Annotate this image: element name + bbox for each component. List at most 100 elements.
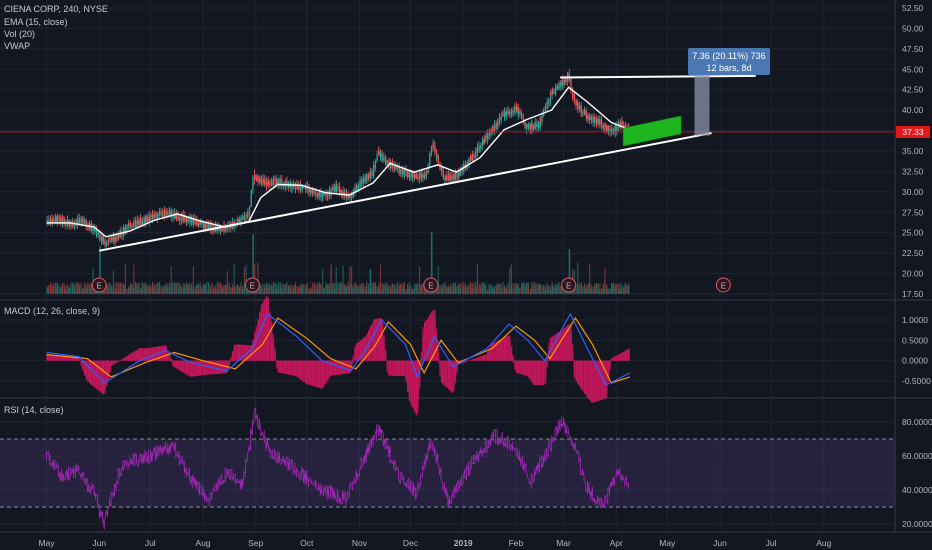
macd-hist-bar: [352, 355, 355, 361]
candle-body: [410, 171, 412, 178]
macd-hist-bar: [291, 360, 293, 376]
candle-body: [420, 173, 422, 178]
volume-bar: [381, 282, 383, 294]
candle-body: [565, 77, 567, 82]
volume-bar: [322, 269, 324, 294]
volume-bar: [271, 284, 273, 294]
candle-body: [451, 176, 453, 178]
candle-body: [580, 111, 582, 113]
earnings-marker: [91, 277, 107, 293]
macd-hist-bar: [143, 348, 145, 361]
candle-body: [92, 226, 94, 231]
candle-body: [167, 211, 169, 214]
macd-hist-bar: [294, 360, 297, 377]
candle-body: [497, 123, 499, 125]
candle-body: [311, 192, 314, 194]
candle-body: [548, 101, 550, 104]
volume-bar: [172, 286, 174, 294]
volume-bar: [483, 284, 485, 294]
candle-body: [590, 116, 593, 118]
candle-body: [126, 225, 128, 229]
candle-body: [412, 176, 414, 179]
volume-bar: [274, 289, 276, 294]
volume-bar: [361, 282, 363, 294]
candle-body: [425, 170, 428, 173]
volume-bar: [318, 284, 320, 294]
candle-body: [369, 171, 371, 174]
macd-hist-bar: [235, 344, 237, 361]
candle-body: [298, 184, 300, 190]
x-tick-label: Oct: [300, 538, 314, 548]
volume-bars: [46, 232, 630, 294]
volume-bar: [276, 283, 278, 294]
candle-body: [407, 171, 409, 177]
volume-bar: [277, 282, 280, 294]
volume-bar: [111, 285, 113, 294]
candle-body: [308, 187, 310, 193]
volume-bar: [111, 290, 113, 294]
candle-body: [364, 179, 366, 182]
macd-hist-bar: [442, 360, 445, 385]
candle-body: [175, 213, 178, 220]
volume-bar: [425, 288, 427, 294]
macd-hist-bar: [330, 360, 332, 376]
macd-hist-bar: [420, 351, 423, 361]
volume-bar: [587, 284, 589, 294]
candle-body: [82, 217, 84, 221]
candle-body: [614, 124, 616, 133]
macd-hist-bar: [250, 345, 252, 361]
volume-bar: [279, 282, 281, 294]
volume-bar: [553, 285, 555, 294]
candle-body: [546, 104, 548, 108]
volume-bar: [393, 289, 395, 294]
volume-bar: [204, 284, 206, 294]
candle-body: [517, 113, 519, 116]
candle-body: [490, 133, 492, 134]
volume-bar: [328, 284, 331, 294]
macd-hist-bar: [374, 319, 377, 361]
volume-bar: [301, 283, 303, 294]
candle-body: [68, 225, 70, 227]
candle-body: [323, 193, 326, 195]
volume-bar: [288, 286, 290, 294]
volume-bar: [580, 283, 582, 294]
candle-body: [534, 121, 536, 129]
volume-bar: [313, 282, 315, 294]
macd-hist-bar: [452, 360, 455, 387]
volume-bar: [259, 286, 261, 294]
macd-hist-bar: [111, 360, 113, 366]
volume-bar: [604, 286, 606, 294]
candle-body: [151, 214, 154, 216]
candle-body: [526, 125, 528, 127]
volume-bar: [216, 282, 218, 294]
candle-body: [109, 237, 111, 239]
volume-bar: [582, 285, 584, 294]
volume-bar: [196, 286, 198, 294]
candle-body: [379, 154, 382, 157]
price-tick-label: 47.50: [902, 44, 924, 54]
candle-body: [296, 187, 298, 189]
candle-body: [123, 227, 125, 233]
candle-body: [505, 112, 508, 117]
volume-bar: [538, 285, 540, 294]
candle-body: [250, 190, 252, 198]
price-tick-label: 52.50: [902, 3, 924, 13]
volume-bar: [55, 286, 57, 294]
macd-hist-bar: [136, 349, 139, 361]
macd-hist-bar: [274, 355, 276, 361]
volume-bar: [330, 282, 332, 294]
volume-bar: [475, 282, 477, 294]
macd-hist-bar: [398, 360, 400, 376]
volume-bar: [403, 282, 405, 294]
candle-body: [191, 218, 193, 220]
candle-body: [65, 224, 67, 226]
candle-body: [48, 219, 50, 221]
volume-bar: [310, 289, 312, 294]
volume-bar: [536, 283, 538, 294]
price-tick-label: 32.50: [902, 166, 924, 176]
candle-body: [316, 194, 319, 196]
macd-hist-bar: [470, 359, 472, 361]
volume-bar: [536, 290, 538, 294]
candle-body: [575, 99, 577, 105]
